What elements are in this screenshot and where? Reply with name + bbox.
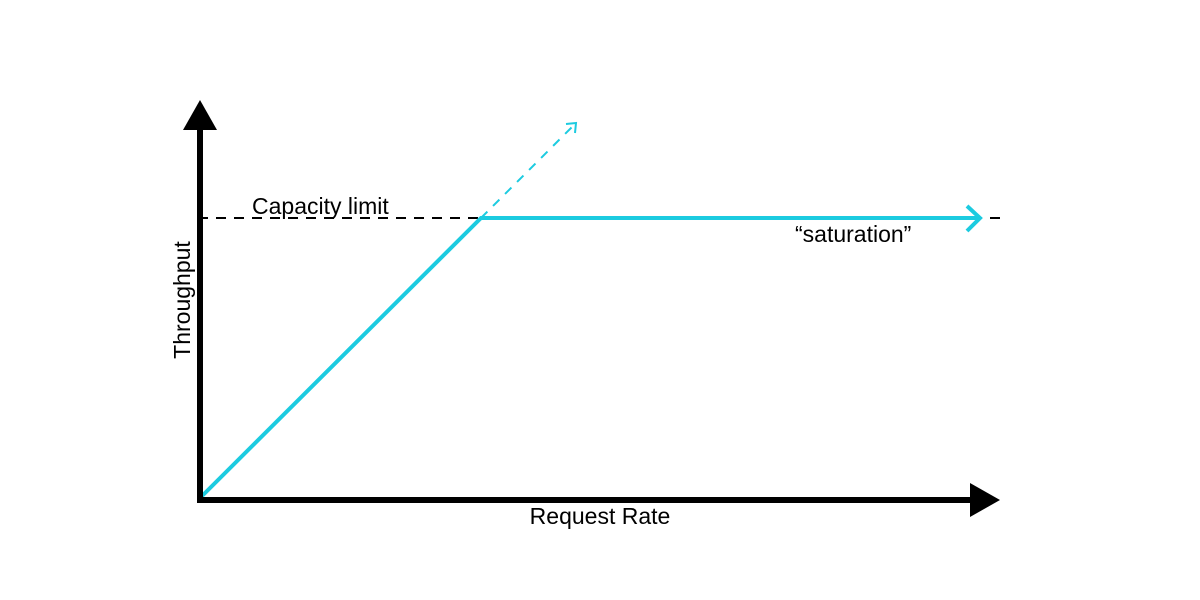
throughput-line bbox=[198, 216, 980, 500]
x-axis-label: Request Rate bbox=[530, 503, 671, 529]
saturation-label: “saturation” bbox=[795, 221, 911, 247]
linear-extrapolation-line bbox=[480, 125, 574, 219]
linear-extrapolation-arrowhead bbox=[565, 121, 578, 134]
y-axis-label: Throughput bbox=[169, 241, 195, 359]
x-axis-arrowhead bbox=[970, 483, 1000, 517]
saturation-arrowhead bbox=[965, 204, 983, 233]
capacity-limit-label: Capacity limit bbox=[252, 193, 389, 219]
y-axis-arrowhead bbox=[183, 100, 217, 130]
